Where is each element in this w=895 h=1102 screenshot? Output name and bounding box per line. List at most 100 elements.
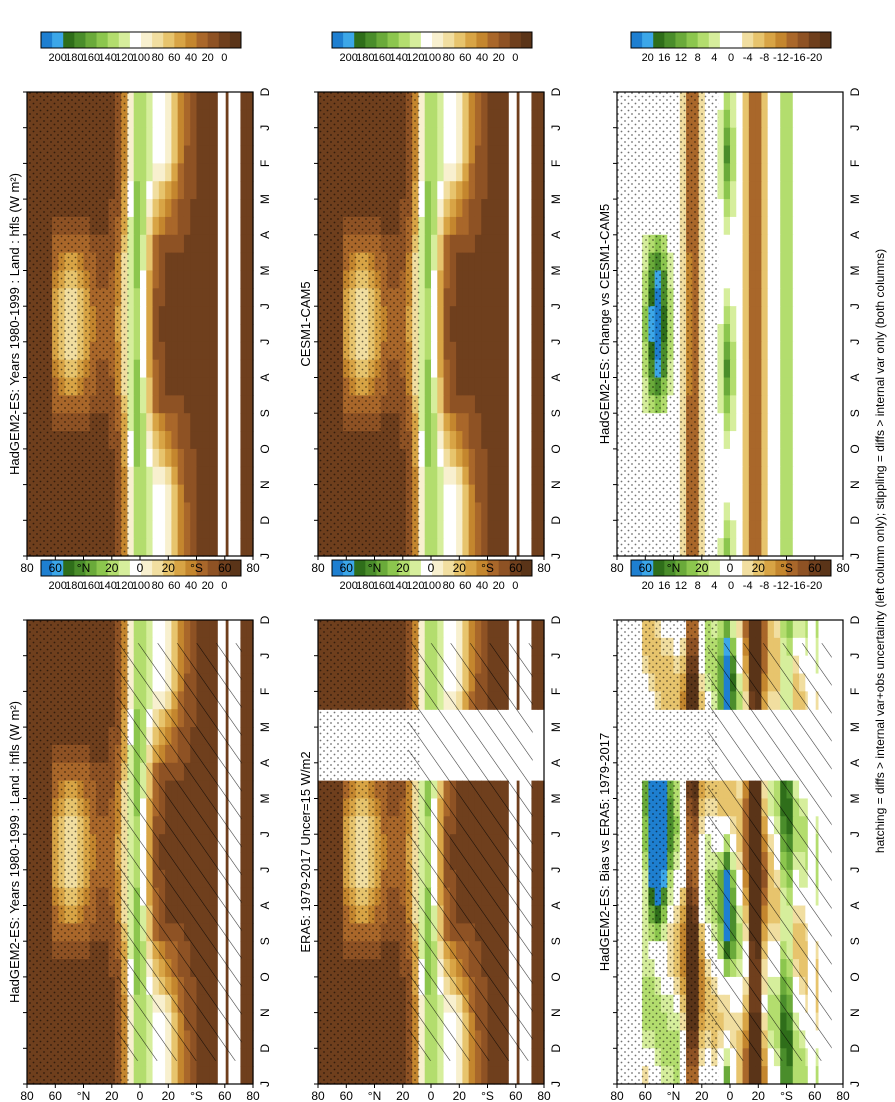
field-cell: [537, 798, 545, 817]
field-cell: [755, 1066, 762, 1085]
field-cell: [761, 270, 769, 289]
field-cell: [730, 163, 737, 182]
field-cell: [190, 502, 198, 521]
field-cell: [736, 216, 744, 236]
field-cell: [500, 1066, 507, 1085]
field-cell: [780, 1066, 788, 1085]
field-cell: [462, 127, 470, 147]
field-cell: [140, 620, 147, 639]
field-cell: [246, 816, 254, 835]
field-cell: [717, 252, 725, 272]
field-cell: [158, 341, 166, 361]
field-cell: [723, 163, 731, 182]
field-cell: [171, 109, 179, 129]
field-cell: [462, 359, 470, 379]
field-cell: [183, 324, 191, 343]
colorbar-swatch: [74, 32, 86, 48]
field-cell: [209, 1066, 216, 1085]
colorbar-label: 80: [152, 52, 164, 64]
field-cell: [246, 905, 254, 924]
field-cell: [171, 620, 179, 639]
field-cell: [152, 359, 160, 379]
field-cell: [190, 145, 198, 164]
field-cell: [152, 324, 160, 343]
field-cell: [537, 976, 545, 996]
field-cell: [487, 163, 495, 182]
land-gap: [217, 92, 226, 556]
field-cell: [836, 92, 844, 111]
field-cell: [761, 620, 769, 639]
field-cell: [767, 306, 775, 325]
field-cell: [240, 252, 248, 272]
field-cell: [717, 163, 725, 182]
lat-tick-label: °N: [368, 1089, 381, 1102]
field-cell: [202, 341, 210, 361]
colorbar-swatch: [454, 560, 466, 576]
field-cell: [431, 288, 438, 307]
field-cell: [792, 270, 800, 289]
field-cell: [531, 538, 539, 557]
field-cell: [140, 1066, 147, 1085]
field-cell: [500, 520, 507, 539]
field-cell: [209, 359, 216, 379]
field-cell: [133, 306, 141, 325]
field-cell: [830, 923, 838, 942]
field-cell: [723, 216, 731, 236]
month-tick-label: J: [549, 339, 563, 345]
colorbar-label: 80: [152, 580, 164, 592]
month-tick-label: J: [258, 867, 272, 873]
field-cell: [717, 288, 725, 307]
field-cell: [493, 484, 501, 504]
field-cell: [158, 395, 166, 414]
field-cell: [443, 359, 451, 379]
field-cell: [140, 413, 147, 432]
field-cell: [127, 520, 135, 539]
field-cell: [462, 538, 470, 557]
field-cell: [830, 869, 838, 889]
field-cell: [171, 163, 179, 182]
field-cell: [171, 288, 179, 307]
lat-tick-label: 80: [311, 561, 325, 575]
field-cell: [773, 181, 781, 200]
field-cell: [127, 324, 135, 343]
field-cell: [773, 306, 781, 325]
field-cell: [474, 127, 482, 147]
field-cell: [493, 324, 501, 343]
field-cell: [531, 1048, 539, 1067]
field-cell: [792, 216, 800, 236]
field-cell: [431, 181, 438, 200]
field-cell: [133, 484, 141, 504]
field-cell: [152, 252, 160, 272]
field-cell: [424, 145, 432, 164]
field-cell: [537, 520, 545, 539]
field-cell: [443, 288, 451, 307]
field-cell: [183, 234, 191, 254]
field-cell: [531, 109, 539, 129]
field-cell: [723, 109, 731, 129]
colorbar-swatch: [376, 560, 388, 576]
field-cell: [736, 252, 744, 272]
field-cell: [240, 127, 248, 147]
field-cell: [140, 109, 147, 129]
field-cell: [830, 655, 838, 675]
field-cell: [183, 127, 191, 147]
colorbar-swatch: [185, 32, 197, 48]
field-cell: [209, 502, 216, 521]
field-cell: [443, 234, 451, 254]
field-cell: [152, 270, 160, 289]
field-cell: [736, 234, 744, 254]
field-cell: [474, 109, 482, 129]
month-tick-label: S: [549, 937, 563, 945]
field-cell: [742, 145, 750, 164]
field-cell: [500, 359, 507, 379]
field-cell: [799, 1066, 806, 1085]
field-cell: [449, 520, 457, 539]
field-cell: [780, 620, 788, 639]
colorbar-label: 160: [82, 580, 100, 592]
field-cell: [493, 377, 501, 396]
field-cell: [799, 252, 806, 272]
field-cell: [830, 163, 838, 182]
field-cell: [158, 324, 166, 343]
field-cell: [437, 466, 445, 486]
field-cell: [202, 620, 210, 639]
